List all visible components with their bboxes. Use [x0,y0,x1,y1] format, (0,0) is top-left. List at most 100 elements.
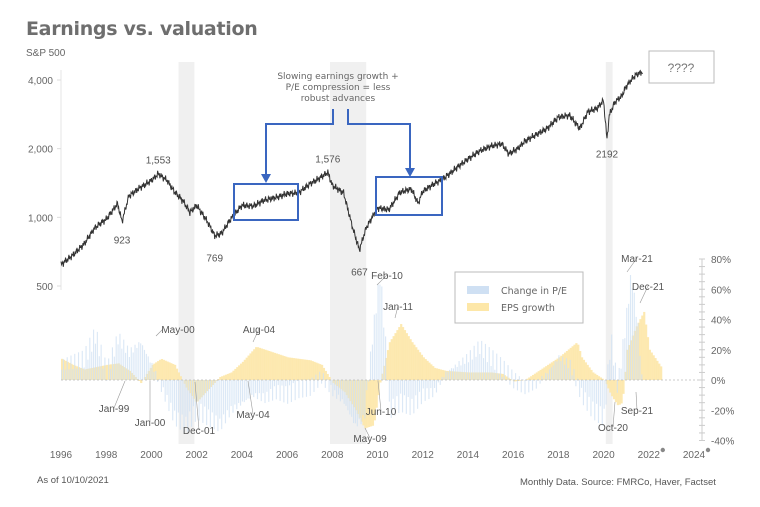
pe-bar [545,372,547,380]
pe-bar [168,380,170,412]
highlight-box [375,176,443,216]
pe-bar [142,345,144,380]
pe-bar [305,380,308,397]
leader-line [252,328,260,343]
leader-line [194,381,200,431]
pe-bar [484,343,487,380]
pe-bar [466,354,468,380]
eps-bar [586,364,589,380]
eps-bar [396,330,399,380]
eps-bar [277,354,280,380]
eps-bar [601,378,604,380]
pe-bar [618,367,620,380]
pe-bar [488,347,490,380]
pe-bar [492,350,494,380]
eps-bar [221,376,224,380]
pe-bar [211,380,213,413]
price-annotation: 1,553 [146,156,171,167]
eps-bar [268,351,271,380]
eps-annotation: Aug-04 [243,325,276,336]
eps-bar [61,358,64,380]
pe-bar [349,380,351,415]
pe-bar [407,380,409,398]
eps-bar [622,380,625,394]
pe-bar [98,356,100,380]
pe-bar [383,327,385,380]
pe-bar [185,380,187,417]
eps-bar [400,324,403,380]
eps-bar [270,351,273,380]
pe-bar [371,344,373,380]
pe-bar [547,373,549,380]
eps-bar [309,360,312,380]
eps-bar [577,344,580,380]
pe-bar [72,369,74,380]
pe-bar [362,380,364,416]
legend-swatch-eps [467,303,489,311]
pe-bar [543,378,545,380]
pe-bar [123,339,125,380]
pe-bar [279,380,281,401]
eps-bar [232,370,235,380]
pe-bar [272,380,274,401]
eps-annotation: May-00 [161,325,195,336]
eps-bar [158,359,162,380]
pe-bar [224,380,227,424]
pe-bar [633,292,635,380]
right-tick-label: 40% [711,316,731,327]
placeholder-text: ???? [668,61,695,75]
pe-bar [245,380,247,401]
pe-bar [486,362,488,380]
pe-bar [639,355,641,380]
eps-bar [253,349,256,380]
pe-bar [503,360,505,380]
pe-annotation: Feb-10 [371,271,403,282]
eps-bar [245,357,248,380]
pe-bar [441,376,443,380]
placeholder-box-border [648,50,715,84]
pe-bar [260,380,262,402]
pe-bar [134,344,136,380]
x-tick-label: 2006 [276,450,299,461]
pe-bar [490,365,492,380]
pe-bar [515,373,517,380]
pe-bar [87,359,89,380]
pe-bar [469,350,471,380]
pe-bar [458,361,460,380]
eps-bar [166,361,169,380]
arrowhead-icon [261,174,271,183]
eps-bar [296,358,299,380]
pe-annotation: Mar-21 [621,254,653,265]
pe-bar [415,380,417,396]
left-tick-label: 500 [36,282,53,293]
eps-bar [298,358,301,380]
pe-bar [511,369,513,380]
pe-bar [360,380,362,425]
eps-bar [415,347,418,380]
pe-bar [477,341,479,380]
pe-bar [637,323,639,380]
eps-bar [272,352,275,380]
pe-bar [548,369,551,380]
left-tick-label: 1,000 [28,213,53,224]
pe-bar [522,379,524,380]
eps-bar [441,369,444,380]
leader-line [364,427,371,439]
eps-bar [398,327,401,380]
eps-bar [579,351,582,380]
eps-bar [249,353,252,380]
pe-bar [526,380,528,381]
pe-bar [596,380,598,404]
pe-bar [189,380,191,412]
leader-line [376,274,388,286]
pe-bar [241,380,243,402]
pe-bar [94,343,97,380]
eps-bar [422,357,425,380]
pe-bar [609,359,611,380]
x-tick-label: 1996 [50,450,73,461]
callout-annotation: Slowing earnings growth +P/E compression… [261,72,415,183]
eps-bar [368,380,371,428]
pe-bar [567,368,569,380]
eps-annotation: Dec-01 [183,426,216,437]
pe-bar [77,352,80,380]
